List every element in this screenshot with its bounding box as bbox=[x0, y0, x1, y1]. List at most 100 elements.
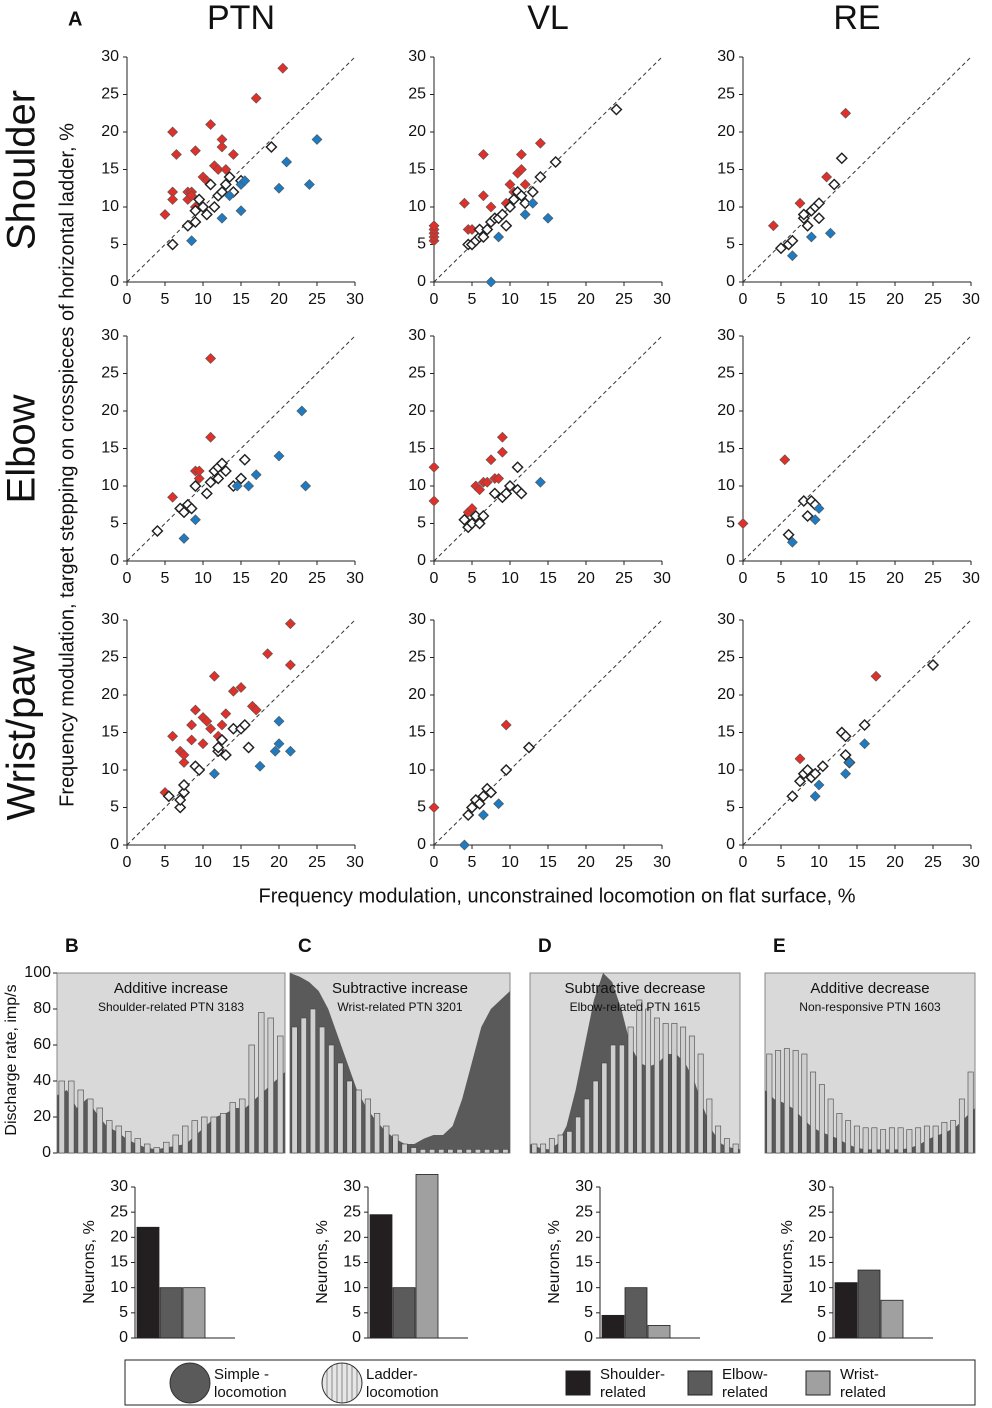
point bbox=[473, 797, 486, 810]
ladder-bar bbox=[474, 1149, 481, 1154]
y-tick-label: 15 bbox=[408, 724, 426, 741]
y-tick-label: 0 bbox=[42, 1144, 51, 1161]
simple-locomotion-area bbox=[765, 1090, 975, 1153]
y-tick-label: 10 bbox=[575, 1279, 593, 1296]
row-title: Wrist/paw bbox=[0, 645, 44, 820]
point bbox=[828, 178, 841, 191]
y-axis-label: Neurons, % bbox=[81, 1220, 98, 1304]
point bbox=[281, 156, 293, 168]
y-tick-label: 5 bbox=[726, 515, 735, 532]
x-tick-label: 0 bbox=[739, 570, 748, 587]
point bbox=[200, 208, 213, 221]
ladder-bar bbox=[645, 1008, 652, 1154]
point bbox=[167, 126, 179, 138]
y-tick-label: 25 bbox=[575, 1203, 593, 1220]
point bbox=[526, 185, 539, 199]
ladder-bar bbox=[172, 1134, 179, 1154]
x-tick-label: 15 bbox=[848, 291, 866, 308]
x-tick-label: 5 bbox=[777, 291, 786, 308]
point bbox=[216, 212, 228, 224]
x-tick-label: 25 bbox=[615, 291, 633, 308]
legend-swatch bbox=[687, 1370, 713, 1396]
point bbox=[515, 189, 528, 202]
ladder-bar bbox=[592, 1080, 599, 1154]
bar bbox=[857, 1269, 881, 1339]
point bbox=[534, 137, 546, 149]
point bbox=[477, 809, 489, 821]
point bbox=[178, 757, 190, 768]
ladder-bar bbox=[627, 1026, 634, 1154]
point bbox=[805, 231, 817, 243]
point bbox=[782, 528, 795, 541]
bar bbox=[415, 1174, 439, 1339]
point bbox=[177, 506, 191, 519]
point bbox=[465, 801, 479, 814]
point bbox=[527, 197, 539, 209]
identity-line bbox=[433, 619, 663, 846]
ladder-bar bbox=[419, 1149, 426, 1154]
point bbox=[273, 182, 285, 194]
y-axis-label: Neurons, % bbox=[314, 1220, 331, 1304]
ladder-bar bbox=[438, 1149, 445, 1154]
point bbox=[474, 484, 486, 496]
panel-letter: C bbox=[298, 936, 312, 957]
ladder-bar bbox=[566, 1131, 573, 1154]
ladder-bar bbox=[827, 1098, 834, 1154]
x-tick-label: 5 bbox=[777, 570, 786, 587]
ladder-bar bbox=[801, 1053, 808, 1154]
ladder-bar bbox=[923, 1125, 930, 1154]
point bbox=[250, 469, 262, 481]
point bbox=[504, 179, 516, 190]
point bbox=[178, 533, 190, 544]
x-tick-label: 0 bbox=[739, 291, 748, 308]
y-tick-label: 25 bbox=[343, 1203, 361, 1220]
ladder-bar bbox=[775, 1050, 782, 1154]
point bbox=[500, 487, 513, 500]
point bbox=[170, 149, 182, 160]
point bbox=[250, 92, 262, 104]
point bbox=[926, 658, 940, 672]
point bbox=[189, 204, 202, 217]
x-tick-label: 15 bbox=[539, 854, 557, 871]
ladder-bar bbox=[291, 1026, 298, 1154]
ladder-bar bbox=[239, 1098, 246, 1154]
y-tick-label: 5 bbox=[352, 1304, 361, 1321]
legend-label: Ladder- bbox=[366, 1366, 418, 1383]
ladder-bar bbox=[277, 1035, 284, 1154]
x-tick-label: 20 bbox=[270, 854, 288, 871]
y-tick-label: 10 bbox=[408, 198, 426, 215]
point bbox=[167, 491, 179, 503]
point bbox=[151, 524, 164, 538]
point bbox=[265, 140, 278, 154]
x-tick-label: 30 bbox=[346, 570, 364, 587]
x-tick-label: 0 bbox=[123, 854, 132, 871]
point bbox=[816, 760, 829, 773]
ladder-bar bbox=[328, 1044, 335, 1154]
point bbox=[193, 473, 205, 484]
y-tick-label: 15 bbox=[717, 440, 735, 457]
ladder-bar bbox=[163, 1141, 170, 1154]
x-tick-label: 10 bbox=[194, 570, 212, 587]
point bbox=[239, 175, 251, 187]
y-tick-label: 25 bbox=[717, 649, 735, 666]
point bbox=[186, 734, 198, 746]
y-tick-label: 15 bbox=[101, 440, 119, 457]
ladder-bar bbox=[465, 1149, 472, 1154]
ladder-bar bbox=[906, 1129, 913, 1154]
point bbox=[216, 134, 228, 145]
ladder-bar bbox=[723, 1138, 730, 1154]
x-tick-label: 30 bbox=[962, 570, 980, 587]
ladder-bar bbox=[871, 1127, 878, 1154]
x-tick-label: 30 bbox=[346, 291, 364, 308]
ladder-bar bbox=[583, 1098, 590, 1154]
x-tick-label: 5 bbox=[161, 570, 170, 587]
ladder-bar bbox=[671, 1023, 678, 1154]
point bbox=[284, 745, 296, 757]
x-tick-label: 5 bbox=[468, 854, 477, 871]
point bbox=[484, 786, 498, 799]
panel-subtitle: Non-responsive PTN 1603 bbox=[799, 1000, 941, 1014]
y-tick-label: 30 bbox=[717, 48, 735, 65]
y-tick-label: 20 bbox=[101, 402, 119, 419]
panel-title: Additive increase bbox=[114, 980, 228, 997]
ladder-bar bbox=[706, 1098, 713, 1154]
